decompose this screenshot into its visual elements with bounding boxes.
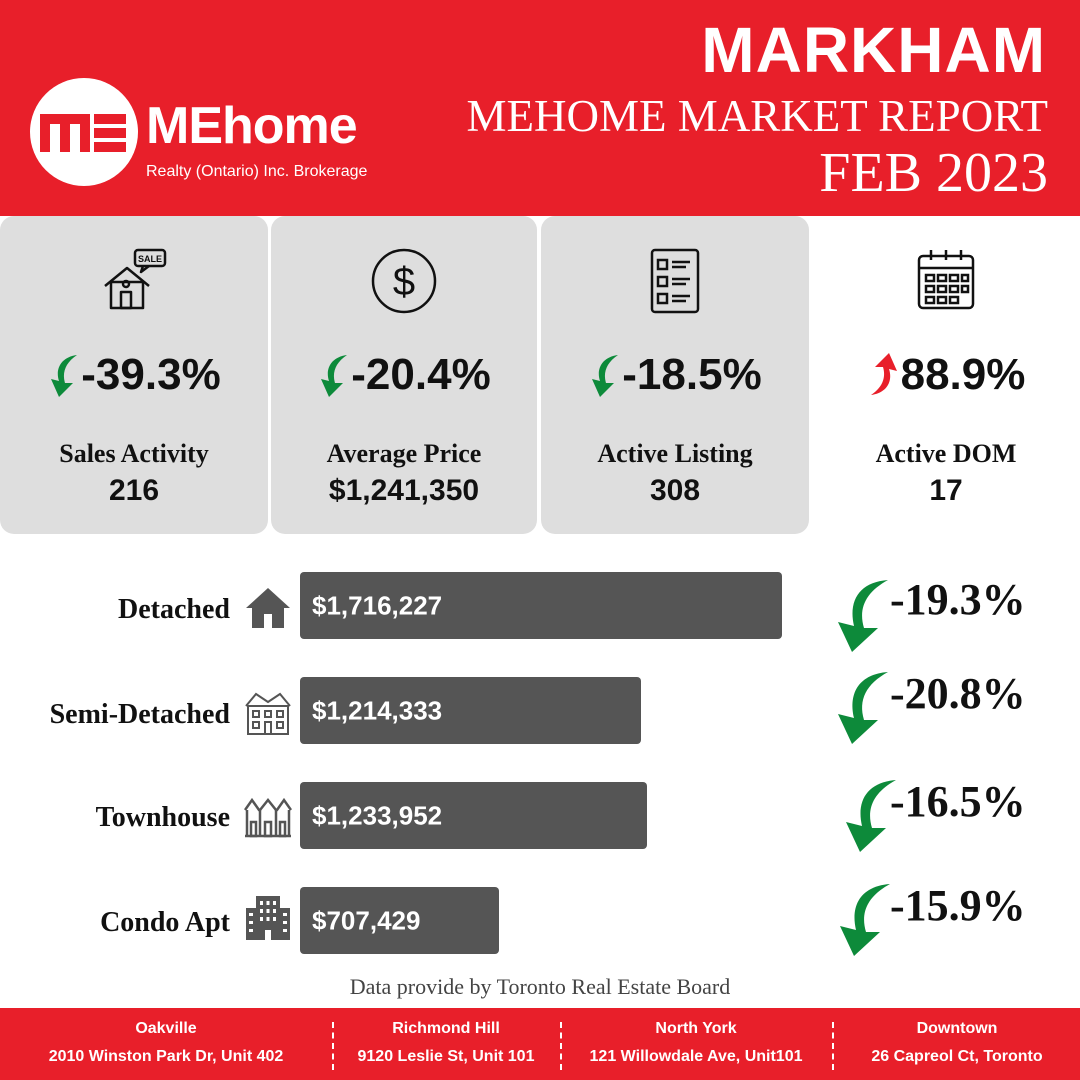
brand-subtitle: Realty (Ontario) Inc. Brokerage <box>146 163 368 180</box>
stat-card-active-dom: 88.9% Active DOM 17 <box>812 216 1080 534</box>
office-address: 9120 Leslie St, Unit 101 <box>357 1048 535 1065</box>
report-title: MEHOME MARKET REPORT <box>466 91 1048 141</box>
report-month: FEB 2023 <box>819 142 1048 204</box>
city-title: MARKHAM <box>701 14 1046 86</box>
office-address: 2010 Winston Park Dr, Unit 402 <box>48 1048 284 1065</box>
office-richmond-hill: Richmond Hill 9120 Leslie St, Unit 101 <box>334 1008 558 1080</box>
stat-label: Sales Activity <box>59 439 209 468</box>
house-sale-icon: SALE <box>104 248 167 310</box>
office-name: Downtown <box>916 1020 998 1037</box>
header-banner: MEhome Realty (Ontario) Inc. Brokerage M… <box>0 0 1080 216</box>
price-bar-value: $1,233,952 <box>312 800 443 830</box>
footer-divider <box>832 1022 834 1070</box>
data-source-note: Data provide by Toronto Real Estate Boar… <box>349 974 731 999</box>
down-arrow-icon <box>592 355 619 397</box>
price-bar: $707,429 <box>300 887 499 954</box>
office-north-york: North York 121 Willowdale Ave, Unit101 <box>562 1008 830 1080</box>
svg-text:$: $ <box>393 260 415 304</box>
property-type-label: Townhouse <box>95 802 230 833</box>
townhouse-icon <box>244 797 292 838</box>
office-name: North York <box>655 1020 737 1037</box>
stat-change: 88.9% <box>900 350 1026 399</box>
stat-change: -20.4% <box>351 350 491 399</box>
semi-detached-icon <box>245 692 291 735</box>
checklist-icon <box>650 248 700 314</box>
stat-value: $1,241,350 <box>328 474 480 507</box>
stat-label: Active DOM <box>875 439 1017 468</box>
stat-label: Active Listing <box>597 439 753 468</box>
price-bar-value: $1,716,227 <box>312 590 443 620</box>
condo-building-icon <box>246 896 290 940</box>
price-bar: $1,214,333 <box>300 677 641 744</box>
mehome-logo-icon <box>40 114 126 152</box>
dollar-icon: $ <box>371 248 437 314</box>
house-icon <box>246 588 290 628</box>
property-type-label: Condo Apt <box>100 907 230 938</box>
stat-value: 308 <box>649 474 701 507</box>
stat-label: Average Price <box>326 439 482 468</box>
price-bar: $1,716,227 <box>300 572 782 639</box>
stat-card-sales-activity: SALE -39.3% Sales Activity 216 <box>0 216 268 534</box>
logo-badge <box>30 78 138 186</box>
stat-change: -39.3% <box>81 350 221 399</box>
stat-value: 216 <box>108 474 160 507</box>
calendar-icon <box>917 250 975 310</box>
stat-value: 17 <box>929 474 963 507</box>
stat-change-row: 88.9% <box>812 350 1080 400</box>
price-bar-value: $707,429 <box>312 905 421 935</box>
office-address: 26 Capreol Ct, Toronto <box>871 1048 1043 1065</box>
footer-divider <box>560 1022 562 1070</box>
price-bar: $1,233,952 <box>300 782 647 849</box>
down-arrow-icon <box>321 355 348 397</box>
down-arrow-icon <box>846 780 896 852</box>
property-type-label: Detached <box>118 594 230 625</box>
price-bar-value: $1,214,333 <box>312 695 443 725</box>
office-downtown: Downtown 26 Capreol Ct, Toronto <box>834 1008 1080 1080</box>
down-arrow-icon <box>51 355 78 397</box>
office-name: Richmond Hill <box>392 1020 500 1037</box>
footer-offices: Oakville 2010 Winston Park Dr, Unit 402 … <box>0 1008 1080 1080</box>
property-type-label: Semi-Detached <box>49 699 230 730</box>
stat-change: -18.5% <box>622 350 762 399</box>
down-arrow-icon <box>838 580 888 652</box>
stat-change-row: -20.4% <box>271 350 537 400</box>
stat-change-row: -39.3% <box>0 350 268 400</box>
office-address: 121 Willowdale Ave, Unit101 <box>589 1048 803 1065</box>
footer-divider <box>332 1022 334 1070</box>
stat-card-average-price: $ -20.4% Average Price $1,241,350 <box>271 216 537 534</box>
stat-card-active-listing: -18.5% Active Listing 308 <box>541 216 809 534</box>
up-arrow-icon <box>870 353 897 395</box>
down-arrow-icon <box>838 672 888 744</box>
property-change: -20.8% <box>890 669 1026 718</box>
property-change: -16.5% <box>890 777 1026 826</box>
office-name: Oakville <box>135 1020 197 1037</box>
property-change: -19.3% <box>890 575 1026 624</box>
down-arrow-icon <box>840 884 890 956</box>
svg-text:SALE: SALE <box>138 254 162 264</box>
brand-name: MEhome <box>146 97 358 155</box>
office-oakville: Oakville 2010 Winston Park Dr, Unit 402 <box>0 1008 332 1080</box>
property-change: -15.9% <box>890 881 1026 930</box>
stat-change-row: -18.5% <box>541 350 809 400</box>
